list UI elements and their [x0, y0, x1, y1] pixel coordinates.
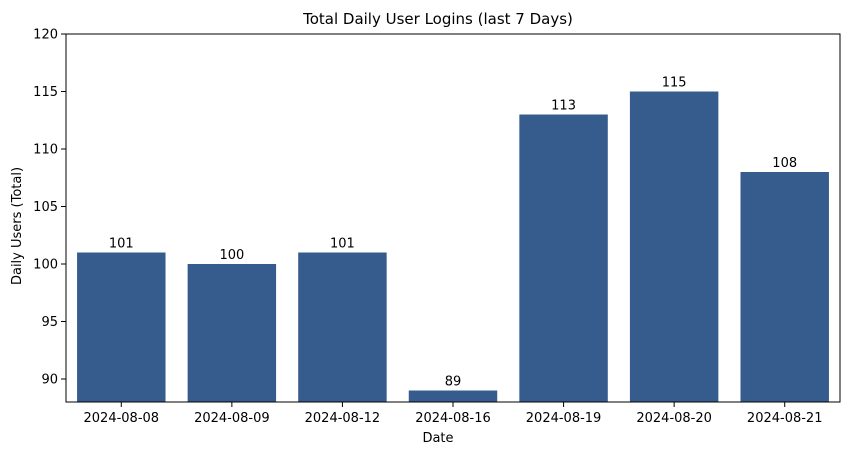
plot-frame: [65, 33, 841, 403]
chart-title: Total Daily User Logins (last 7 Days): [302, 10, 573, 28]
data-label: 108: [772, 156, 797, 171]
x-tick-label: 2024-08-21: [747, 411, 823, 426]
x-tick-label: 2024-08-16: [415, 411, 491, 426]
x-tick-label: 2024-08-20: [636, 411, 712, 426]
x-tick-label: 2024-08-08: [84, 411, 160, 426]
x-tick-label: 2024-08-12: [305, 411, 381, 426]
bar: [408, 390, 498, 402]
bar: [519, 114, 608, 402]
x-tick-label: 2024-08-09: [194, 411, 270, 426]
y-tick-label: 115: [33, 85, 58, 100]
data-label: 101: [330, 237, 355, 252]
y-tick-label: 95: [41, 315, 58, 330]
data-label: 115: [662, 76, 687, 91]
bar: [77, 252, 166, 402]
y-axis-label: Daily Users (Total): [10, 167, 25, 285]
y-tick-label: 100: [33, 258, 58, 273]
bar: [298, 252, 387, 402]
data-label: 100: [219, 248, 244, 263]
x-tick-label: 2024-08-19: [526, 411, 602, 426]
plot-area: 90 95 100 105 110 115 120 2024-08-08 2024-08-09 2…: [33, 28, 841, 426]
bar: [740, 172, 829, 402]
bar: [629, 91, 719, 402]
y-tick-label: 105: [33, 200, 58, 215]
x-axis-label: Date: [422, 431, 453, 446]
bar: [187, 264, 277, 402]
y-tick-label: 90: [41, 373, 58, 388]
data-label: 101: [109, 237, 134, 252]
y-tick-label: 120: [33, 28, 58, 43]
y-tick-label: 110: [33, 143, 58, 158]
data-label: 113: [551, 99, 576, 114]
data-label: 89: [445, 375, 462, 390]
